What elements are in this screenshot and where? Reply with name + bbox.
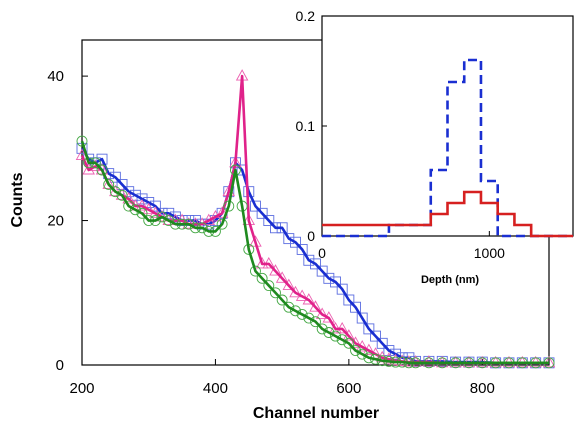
data-point-square bbox=[283, 233, 295, 245]
data-point-circle bbox=[290, 305, 301, 317]
data-point-circle bbox=[296, 308, 308, 320]
data-point-triangle bbox=[269, 264, 282, 276]
data-point-triangle bbox=[215, 206, 229, 218]
main-x-tick-label: 800 bbox=[470, 380, 495, 397]
data-point-triangle bbox=[275, 271, 289, 283]
data-point-square bbox=[310, 258, 321, 270]
inset-y-tick-label: 0.2 bbox=[296, 8, 316, 24]
data-point-triangle bbox=[349, 336, 362, 348]
data-point-triangle bbox=[102, 177, 115, 189]
data-point-square bbox=[290, 236, 301, 248]
data-point-square bbox=[350, 301, 361, 313]
data-point-triangle bbox=[315, 307, 329, 319]
data-point-square bbox=[303, 254, 315, 266]
data-point-square bbox=[356, 312, 368, 324]
data-point-triangle bbox=[289, 285, 302, 298]
data-point-circle bbox=[103, 178, 115, 190]
data-point-circle bbox=[316, 323, 328, 335]
data-point-square bbox=[390, 348, 402, 360]
data-point-triangle bbox=[309, 300, 322, 312]
data-point-circle bbox=[136, 207, 148, 219]
data-point-square bbox=[263, 215, 275, 227]
data-point-circle bbox=[356, 348, 368, 360]
data-point-circle bbox=[216, 218, 228, 230]
data-point-square bbox=[363, 323, 375, 335]
main-x-tick-label: 200 bbox=[69, 380, 94, 397]
data-point-square bbox=[136, 193, 148, 205]
data-point-square bbox=[376, 337, 388, 349]
data-point-square bbox=[296, 243, 308, 255]
main-x-axis-label: Channel number bbox=[253, 405, 379, 422]
inset-series-dashed-step bbox=[322, 58, 573, 238]
data-point-square bbox=[370, 330, 381, 342]
data-point-circle bbox=[263, 280, 275, 292]
data-point-triangle bbox=[109, 184, 122, 197]
data-point-square bbox=[316, 265, 328, 277]
data-point-circle bbox=[343, 337, 355, 349]
data-point-square bbox=[330, 276, 341, 288]
data-point-square bbox=[256, 207, 268, 219]
data-point-circle bbox=[323, 327, 335, 338]
data-point-triangle bbox=[75, 148, 89, 161]
inset-background bbox=[322, 16, 574, 236]
inset-y-tick-label: 0.1 bbox=[296, 118, 316, 134]
data-point-circle bbox=[276, 294, 288, 306]
data-point-circle bbox=[350, 345, 361, 357]
data-point-circle bbox=[330, 330, 341, 342]
data-point-circle bbox=[250, 265, 261, 277]
inset-x-tick-label: 1000 bbox=[474, 245, 505, 261]
series-line bbox=[80, 140, 549, 365]
main-series-circle bbox=[76, 135, 555, 369]
data-point-circle bbox=[76, 135, 88, 147]
main-y-tick-label: 0 bbox=[56, 357, 64, 374]
inset-y-tick-label: 0 bbox=[307, 228, 315, 244]
inset-x-axis-label: Depth (nm) bbox=[421, 274, 479, 286]
data-point-circle bbox=[156, 211, 168, 223]
data-point-circle bbox=[310, 316, 321, 328]
data-point-square bbox=[109, 171, 121, 183]
data-point-circle bbox=[256, 272, 268, 284]
data-point-circle bbox=[129, 204, 141, 216]
data-point-circle bbox=[123, 200, 135, 212]
main-y-tick-label: 20 bbox=[47, 213, 64, 230]
data-point-circle bbox=[116, 189, 128, 201]
data-point-square bbox=[343, 294, 355, 306]
data-point-circle bbox=[283, 301, 295, 313]
data-point-circle bbox=[270, 287, 281, 299]
data-point-circle bbox=[336, 334, 348, 346]
inset-x-tick-label: 0 bbox=[318, 245, 326, 261]
data-point-square bbox=[323, 272, 335, 284]
data-point-circle bbox=[96, 164, 108, 176]
data-point-circle bbox=[303, 312, 315, 324]
main-x-tick-label: 600 bbox=[336, 380, 361, 397]
data-point-triangle bbox=[282, 278, 296, 291]
inset-series-solid-step bbox=[322, 190, 573, 238]
data-point-circle bbox=[109, 186, 121, 198]
main-y-tick-label: 40 bbox=[47, 68, 64, 85]
data-point-triangle bbox=[342, 329, 356, 341]
main-y-axis-label: Counts bbox=[9, 172, 26, 227]
data-point-circle bbox=[163, 215, 175, 227]
main-x-tick-label: 400 bbox=[203, 380, 228, 397]
data-point-square bbox=[250, 200, 261, 212]
data-point-square bbox=[383, 345, 395, 357]
data-point-square bbox=[336, 283, 348, 295]
